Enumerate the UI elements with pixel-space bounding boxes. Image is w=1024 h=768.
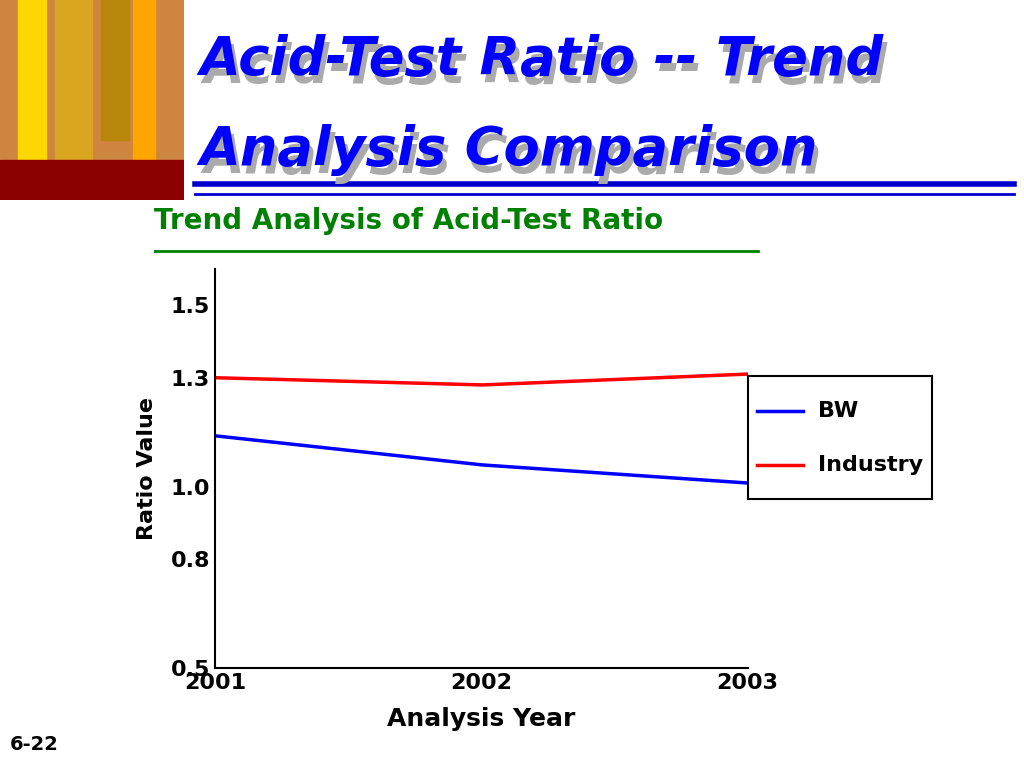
Text: BW: BW xyxy=(817,401,858,421)
Bar xyxy=(0,0,184,80)
Bar xyxy=(55,0,92,180)
Y-axis label: Ratio Value: Ratio Value xyxy=(137,397,157,540)
Bar xyxy=(0,160,184,200)
Bar xyxy=(133,0,155,170)
Text: Analysis Comparison: Analysis Comparison xyxy=(200,124,818,176)
Text: 6-22: 6-22 xyxy=(10,736,59,754)
Text: Industry: Industry xyxy=(817,455,923,475)
Text: Analysis Comparison: Analysis Comparison xyxy=(204,132,822,184)
X-axis label: Analysis Year: Analysis Year xyxy=(387,707,575,731)
Bar xyxy=(18,0,46,160)
Bar xyxy=(101,0,129,140)
Text: Trend Analysis of Acid-Test Ratio: Trend Analysis of Acid-Test Ratio xyxy=(154,207,663,235)
Text: Acid-Test Ratio -- Trend: Acid-Test Ratio -- Trend xyxy=(200,34,884,86)
Text: Acid-Test Ratio -- Trend: Acid-Test Ratio -- Trend xyxy=(204,42,888,94)
